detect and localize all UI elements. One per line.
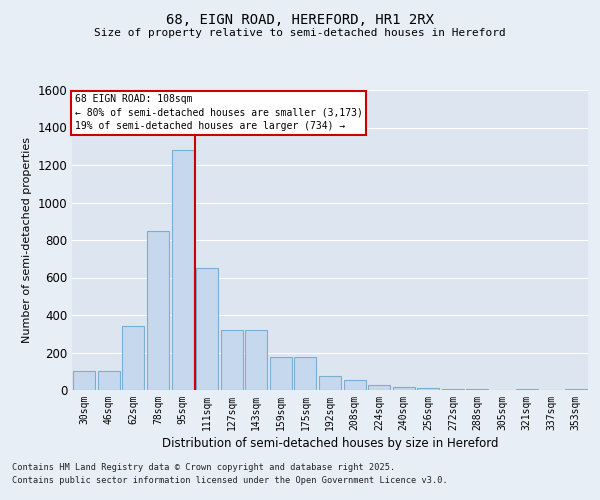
Bar	[466, 389, 488, 390]
Bar	[270, 357, 292, 390]
Bar	[565, 389, 587, 390]
Text: 68 EIGN ROAD: 108sqm
← 80% of semi-detached houses are smaller (3,173)
19% of se: 68 EIGN ROAD: 108sqm ← 80% of semi-detac…	[74, 94, 362, 131]
Bar	[392, 387, 415, 390]
Bar	[73, 371, 95, 390]
Bar	[319, 376, 341, 390]
Bar	[368, 386, 390, 390]
Bar	[515, 389, 538, 390]
Bar	[98, 371, 120, 390]
Text: Size of property relative to semi-detached houses in Hereford: Size of property relative to semi-detach…	[94, 28, 506, 38]
Bar	[417, 388, 439, 390]
Bar	[172, 150, 194, 390]
Text: 68, EIGN ROAD, HEREFORD, HR1 2RX: 68, EIGN ROAD, HEREFORD, HR1 2RX	[166, 12, 434, 26]
Bar	[122, 326, 145, 390]
X-axis label: Distribution of semi-detached houses by size in Hereford: Distribution of semi-detached houses by …	[162, 437, 498, 450]
Bar	[245, 330, 268, 390]
Bar	[295, 357, 316, 390]
Text: Contains public sector information licensed under the Open Government Licence v3: Contains public sector information licen…	[12, 476, 448, 485]
Bar	[221, 330, 243, 390]
Text: Contains HM Land Registry data © Crown copyright and database right 2025.: Contains HM Land Registry data © Crown c…	[12, 464, 395, 472]
Bar	[147, 230, 169, 390]
Bar	[442, 389, 464, 390]
Y-axis label: Number of semi-detached properties: Number of semi-detached properties	[22, 137, 32, 343]
Bar	[344, 380, 365, 390]
Bar	[196, 268, 218, 390]
